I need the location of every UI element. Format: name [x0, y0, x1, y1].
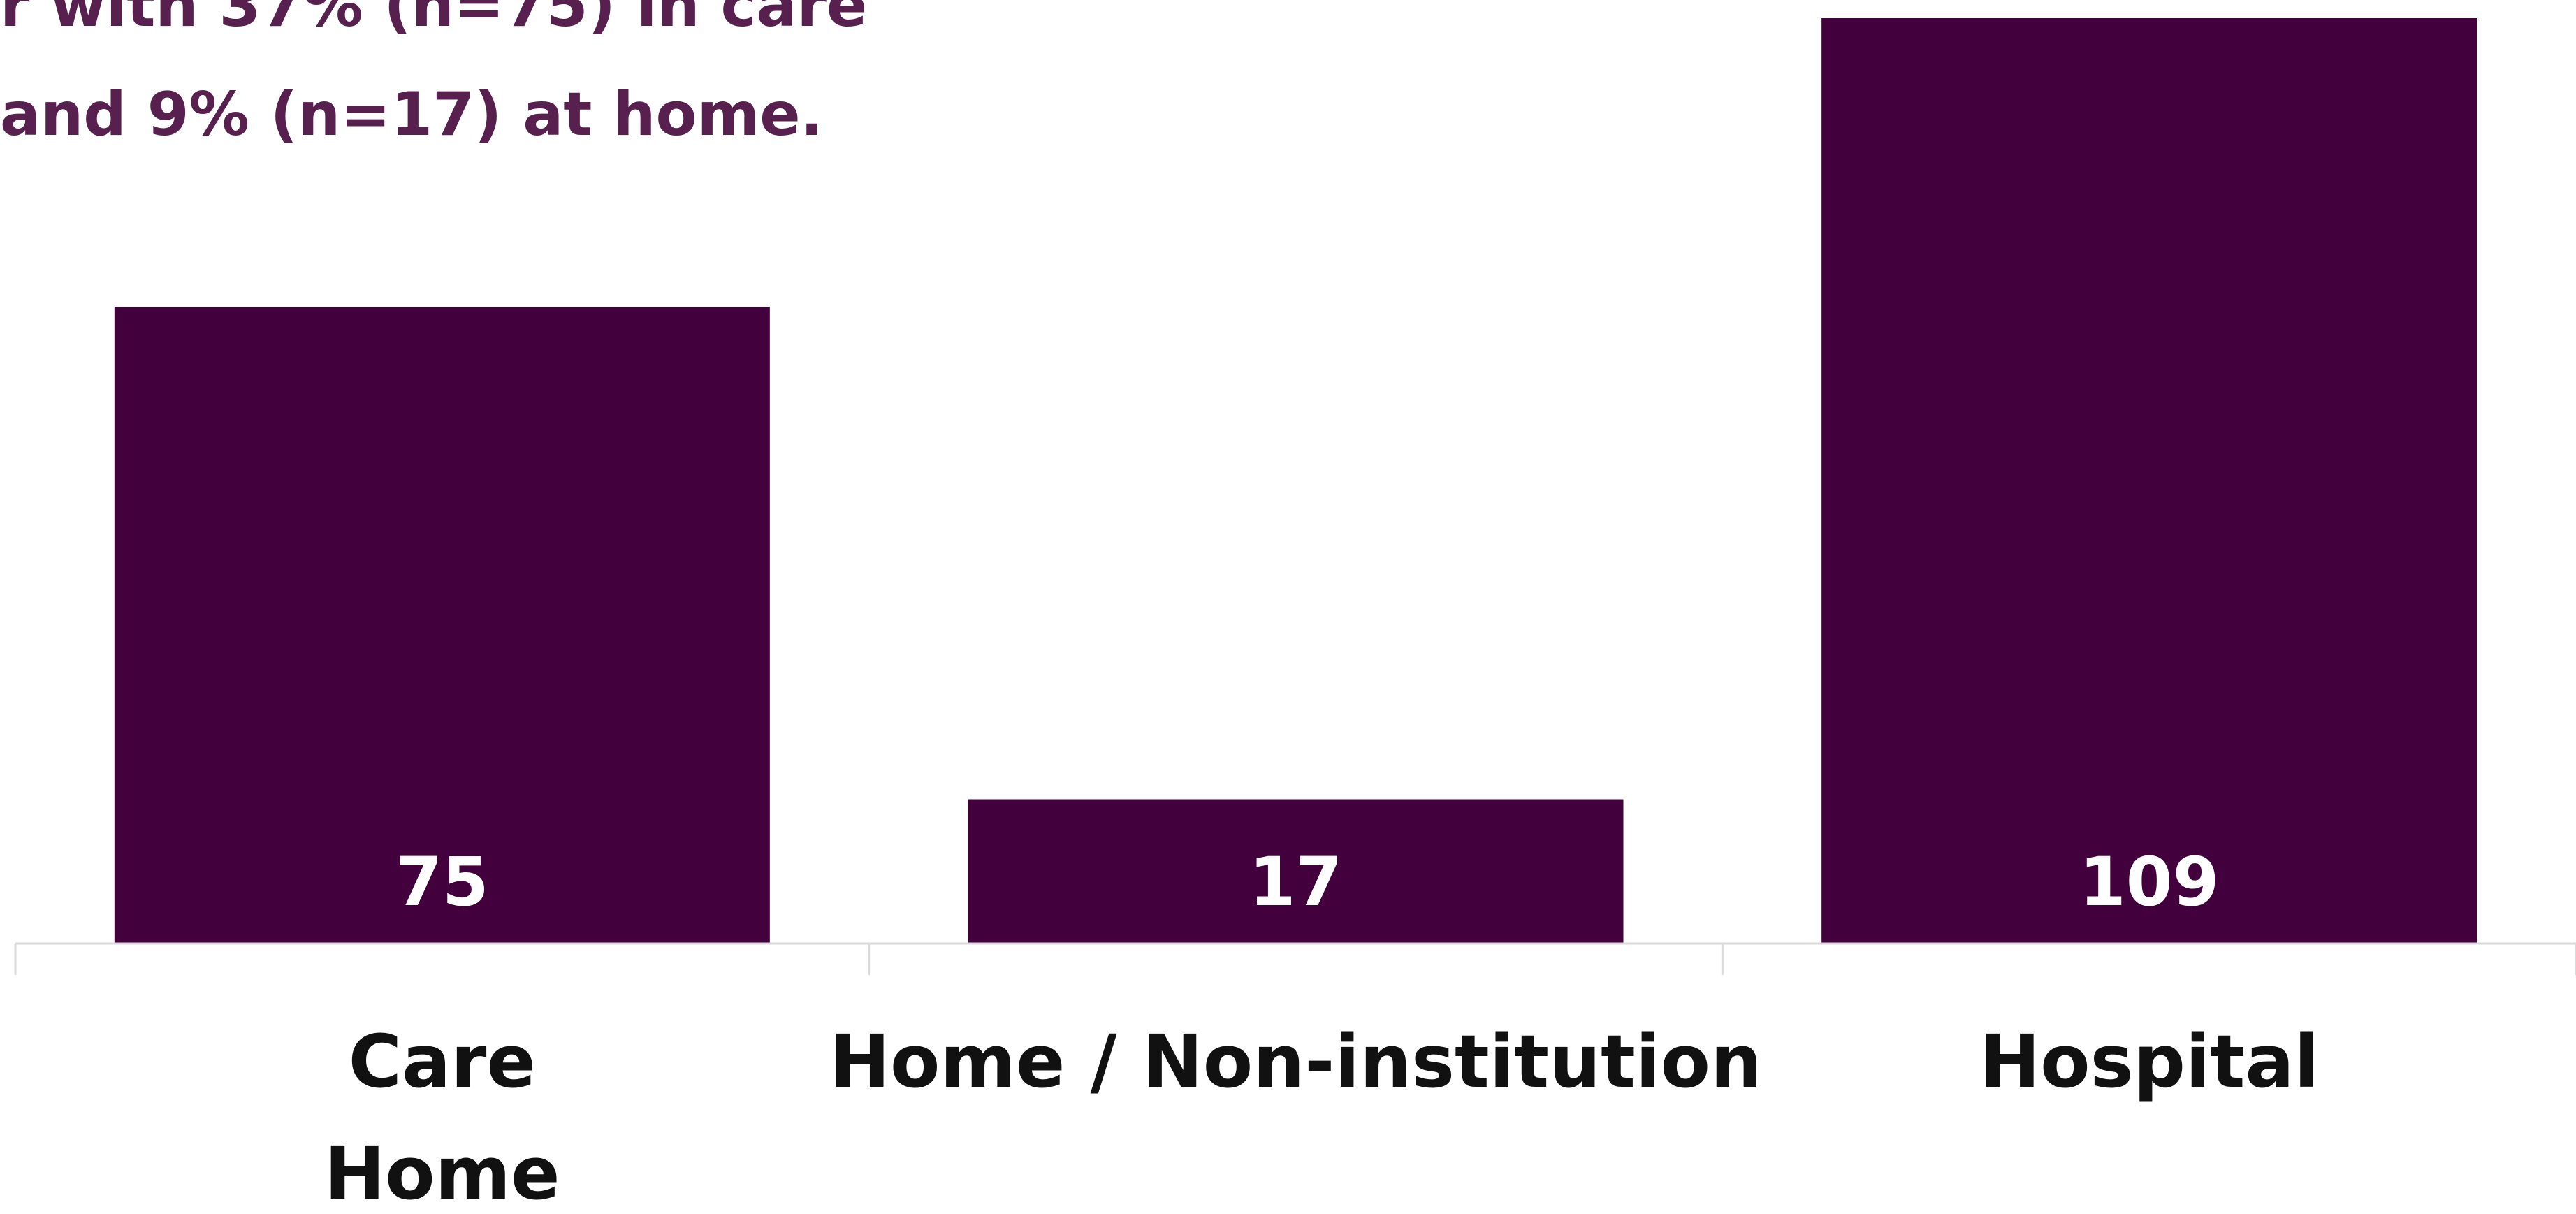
caption-line-1: r with 37% (n=75) in care: [0, 0, 868, 41]
category-label-2: Hospital: [1979, 1019, 2319, 1104]
bar-2: [1821, 18, 2477, 944]
bar-1: [968, 799, 1624, 944]
bar-value-label-1: 17: [1249, 843, 1343, 921]
bar-value-label-0: 75: [395, 843, 489, 921]
chart-caption: r with 37% (n=75) in care and 9% (n=17) …: [0, 0, 868, 169]
bar-value-label-2: 109: [2079, 843, 2219, 921]
category-label-1: Home / Non-institution: [829, 1019, 1762, 1104]
bar-0: [114, 306, 770, 944]
caption-line-2: and 9% (n=17) at home.: [0, 80, 824, 150]
category-label-0: Care Home: [324, 1019, 560, 1214]
